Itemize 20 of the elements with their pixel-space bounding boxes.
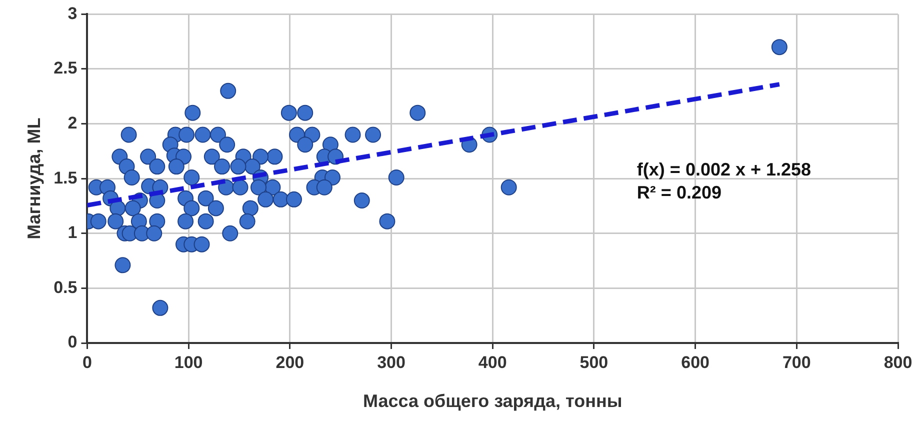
x-tick-label: 400: [478, 352, 507, 372]
x-tick-label: 200: [276, 352, 304, 372]
x-tick-label: 300: [377, 352, 406, 372]
x-tick-label: 700: [782, 352, 811, 372]
x-axis-title: Масса общего заряда, тонны: [363, 391, 622, 412]
y-tick-label: 0: [68, 332, 78, 352]
y-tick-label: 1.5: [54, 168, 78, 188]
y-axis-title: Магниуда, ML: [24, 118, 44, 240]
y-tick-label: 1: [68, 223, 78, 242]
x-tick-label: 0: [82, 352, 92, 372]
x-tick-label: 500: [580, 352, 608, 372]
y-tick-label: 0.5: [54, 278, 78, 297]
x-tick-label: 600: [681, 352, 710, 372]
y-tick-label: 2: [68, 113, 78, 132]
x-tick-label: 800: [884, 352, 912, 372]
y-tick-label: 3: [68, 4, 78, 23]
y-tick-label: 2.5: [54, 58, 78, 78]
annotation: R² = 0.209: [636, 182, 722, 202]
x-tick-label: 100: [174, 352, 203, 372]
annotation: f(x) = 0.002 x + 1.258: [636, 159, 812, 180]
